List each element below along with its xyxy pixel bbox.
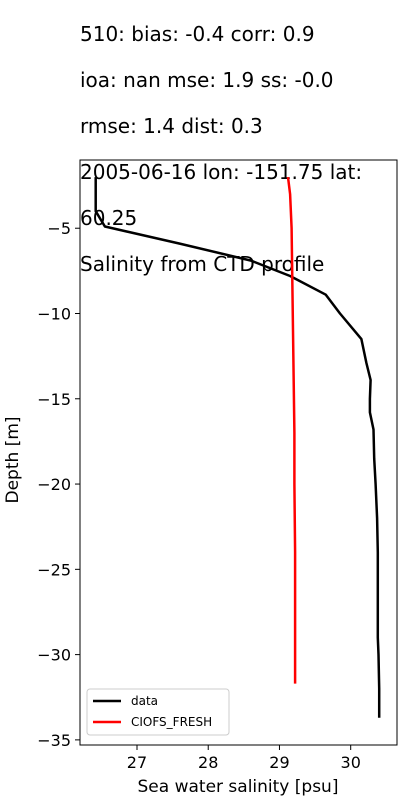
y-tick-label: −10 bbox=[37, 304, 71, 323]
title-line-5: 60.25 bbox=[80, 206, 138, 230]
y-axis-label: Depth [m] bbox=[3, 416, 23, 503]
legend: data CIOFS_FRESH bbox=[86, 688, 230, 736]
x-tick-label: 29 bbox=[269, 753, 289, 772]
plot-area bbox=[79, 159, 398, 746]
title-line-4: 2005-06-16 lon: -151.75 lat: bbox=[80, 160, 363, 184]
y-tick-label: −5 bbox=[47, 219, 71, 238]
x-tick-label: 27 bbox=[127, 753, 147, 772]
y-tick-label: −20 bbox=[37, 475, 71, 494]
legend-box bbox=[86, 688, 230, 736]
x-tick-label: 28 bbox=[198, 753, 218, 772]
title-line-2: ioa: nan mse: 1.9 ss: -0.0 bbox=[80, 68, 334, 92]
y-tick-label: −30 bbox=[37, 646, 71, 665]
series-line-ciofs-fresh bbox=[286, 176, 297, 684]
y-tick-label: −35 bbox=[37, 731, 71, 750]
title-line-1: 510: bias: -0.4 corr: 0.9 bbox=[80, 22, 315, 46]
legend-entry-label: data bbox=[131, 694, 158, 708]
chart-title: 510: bias: -0.4 corr: 0.9 ioa: nan mse: … bbox=[80, 0, 398, 299]
x-axis-label: Sea water salinity [psu] bbox=[138, 777, 339, 797]
y-tick-label: −25 bbox=[37, 560, 71, 579]
x-tick-label: 30 bbox=[341, 753, 361, 772]
plot-frame bbox=[79, 159, 398, 746]
title-line-3: rmse: 1.4 dist: 0.3 bbox=[80, 114, 263, 138]
x-axis: 27 28 29 30 bbox=[127, 745, 361, 772]
y-axis: −5 −10 −15 −20 −25 −30 −35 bbox=[37, 219, 80, 750]
y-tick-label: −15 bbox=[37, 390, 71, 409]
series-line-data bbox=[94, 177, 381, 718]
legend-entry-label: CIOFS_FRESH bbox=[131, 715, 212, 729]
